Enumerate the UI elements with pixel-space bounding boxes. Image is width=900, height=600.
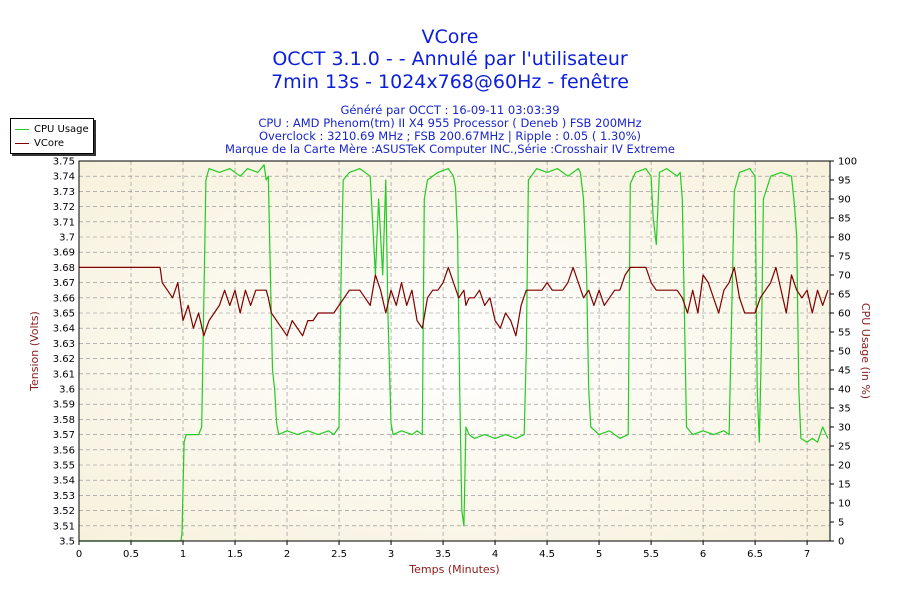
legend-item-cpu-usage: CPU Usage xyxy=(15,123,89,135)
y-right-tick-label: 60 xyxy=(838,309,851,320)
y-right-tick-label: 45 xyxy=(838,366,851,377)
y-left-tick-label: 3.59 xyxy=(53,400,75,411)
x-tick-label: 6 xyxy=(700,549,706,560)
y-left-axis-label: Tension (Volts) xyxy=(28,311,41,392)
y-left-tick-label: 3.6 xyxy=(59,385,75,396)
legend: CPU Usage VCore xyxy=(10,118,94,154)
y-right-tick-label: 5 xyxy=(838,518,844,529)
y-left-tick-label: 3.57 xyxy=(53,430,75,441)
chart-title: VCore xyxy=(421,26,479,48)
y-right-tick-label: 50 xyxy=(838,347,851,358)
y-left-tick-label: 3.69 xyxy=(53,248,75,259)
y-left-tick-label: 3.5 xyxy=(59,537,75,548)
y-right-tick-label: 75 xyxy=(838,252,851,263)
y-right-tick-label: 40 xyxy=(838,385,851,396)
y-left-tick-label: 3.56 xyxy=(53,445,75,456)
plot-frame xyxy=(78,160,831,542)
legend-swatch-vcore xyxy=(15,142,29,144)
x-tick-label: 5 xyxy=(596,549,602,560)
y-left-tick-label: 3.51 xyxy=(53,521,75,532)
x-tick-label: 0.5 xyxy=(123,549,139,560)
x-tick-label: 3 xyxy=(388,549,394,560)
motherboard-info: Marque de la Carte Mère :ASUSTeK Compute… xyxy=(225,142,675,156)
x-tick-label: 1 xyxy=(180,549,186,560)
y-right-tick-label: 15 xyxy=(838,480,851,491)
y-left-tick-label: 3.54 xyxy=(53,476,75,487)
y-left-tick-label: 3.65 xyxy=(53,309,75,320)
series-line-vcore xyxy=(79,266,829,337)
y-right-tick-label: 25 xyxy=(838,442,851,453)
y-left-tick-label: 3.63 xyxy=(53,339,75,350)
y-left-tick-label: 3.68 xyxy=(53,263,75,274)
chart-subtitle-occt: OCCT 3.1.0 - - Annulé par l'utilisateur xyxy=(272,48,628,70)
y-right-tick-label: 95 xyxy=(838,176,851,187)
y-left-tick-label: 3.73 xyxy=(53,187,75,198)
legend-item-vcore: VCore xyxy=(15,137,64,149)
y-left-tick-label: 3.62 xyxy=(53,354,75,365)
y-left-tick-label: 3.52 xyxy=(53,506,75,517)
y-right-tick-label: 35 xyxy=(838,404,851,415)
x-tick-label: 2.5 xyxy=(331,549,347,560)
x-tick-label: 1.5 xyxy=(227,549,243,560)
y-left-tick-label: 3.7 xyxy=(59,233,75,244)
y-right-tick-label: 20 xyxy=(838,461,851,472)
y-right-tick-label: 100 xyxy=(838,157,857,168)
y-left-tick-label: 3.61 xyxy=(53,369,75,380)
chart-subtitle-duration: 7min 13s - 1024x768@60Hz - fenêtre xyxy=(271,71,629,93)
y-left-tick-label: 3.58 xyxy=(53,415,75,426)
y-right-axis-label: CPU Usage (in %) xyxy=(859,303,872,399)
x-tick-label: 3.5 xyxy=(435,549,451,560)
overclock-info: Overclock : 3210.69 MHz ; FSB 200.67MHz … xyxy=(258,129,642,143)
legend-label-cpu-usage: CPU Usage xyxy=(34,123,89,135)
legend-swatch-cpu-usage xyxy=(15,128,29,130)
y-right-tick-label: 80 xyxy=(838,233,851,244)
x-tick-label: 7 xyxy=(804,549,810,560)
y-right-tick-label: 30 xyxy=(838,423,851,434)
y-left-tick-label: 3.67 xyxy=(53,278,75,289)
x-tick-label: 4.5 xyxy=(539,549,555,560)
y-left-tick-label: 3.71 xyxy=(53,217,75,228)
y-left-tick-label: 3.53 xyxy=(53,491,75,502)
y-left-tick-label: 3.75 xyxy=(53,157,75,168)
plot-background xyxy=(79,161,830,541)
x-tick-label: 2 xyxy=(284,549,290,560)
y-left-tick-label: 3.74 xyxy=(53,172,75,183)
y-right-tick-label: 10 xyxy=(838,499,851,510)
y-right-tick-label: 70 xyxy=(838,271,851,282)
x-tick-label: 5.5 xyxy=(643,549,659,560)
legend-label-vcore: VCore xyxy=(34,137,64,149)
y-right-tick-label: 65 xyxy=(838,290,851,301)
y-left-tick-label: 3.66 xyxy=(53,293,75,304)
x-tick-label: 4 xyxy=(492,549,498,560)
y-left-tick-label: 3.64 xyxy=(53,324,75,335)
y-right-tick-label: 90 xyxy=(838,195,851,206)
x-tick-label: 6.5 xyxy=(747,549,763,560)
y-right-tick-label: 0 xyxy=(838,537,844,548)
x-tick-label: 0 xyxy=(76,549,82,560)
y-right-tick-label: 55 xyxy=(838,328,851,339)
y-left-tick-label: 3.55 xyxy=(53,461,75,472)
y-right-tick-label: 85 xyxy=(838,214,851,225)
cpu-info: CPU : AMD Phenom(tm) II X4 955 Processor… xyxy=(258,116,642,130)
y-left-tick-label: 3.72 xyxy=(53,202,75,213)
x-axis-label: Temps (Minutes) xyxy=(408,563,499,576)
generated-info: Généré par OCCT : 16-09-11 03:03:39 xyxy=(340,103,560,117)
